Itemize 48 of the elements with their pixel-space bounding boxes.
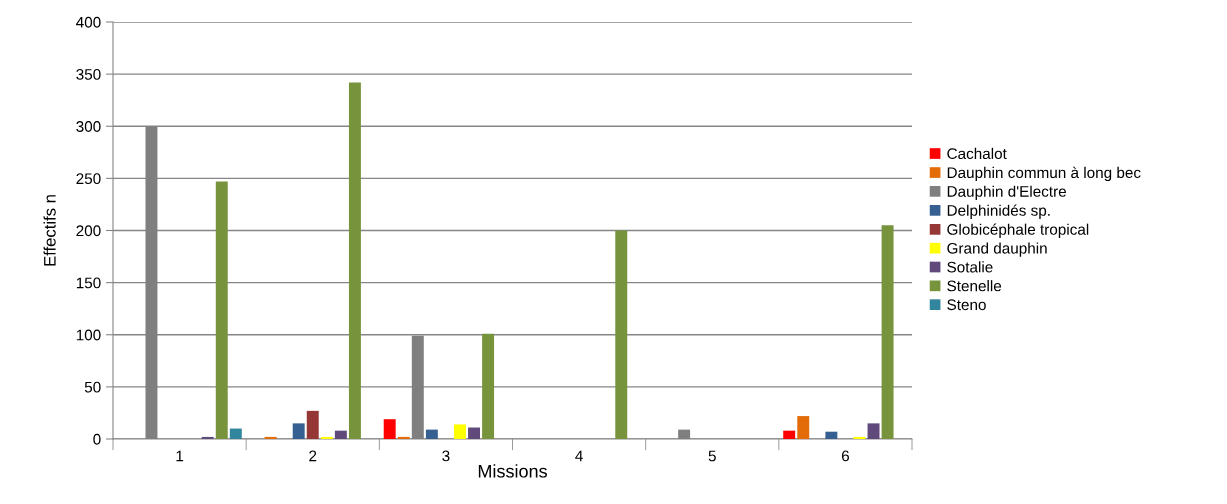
y-tick-label: 250 [76, 173, 101, 185]
legend-label: Steno [947, 299, 986, 311]
bar [201, 436, 214, 439]
bar [215, 181, 228, 439]
y-tick-label: 50 [84, 381, 101, 393]
bar [397, 436, 410, 439]
legend-label: Globicéphale tropical [947, 223, 1089, 238]
bar [881, 225, 894, 439]
legend-label: Dauphin commun à long bec [947, 166, 1141, 182]
legend-label: Cachalot [947, 147, 1007, 160]
bar [383, 419, 396, 439]
y-tick-label: 350 [76, 68, 101, 80]
y-tick-label: 0 [93, 433, 101, 445]
bar [229, 428, 242, 439]
bar [292, 423, 305, 439]
bar [867, 423, 880, 439]
bar [334, 430, 347, 439]
legend-label: Stenelle [947, 280, 1002, 292]
x-axis-title: Missions [478, 464, 547, 478]
x-tick-label: 5 [708, 450, 716, 462]
y-tick-label: 400 [76, 16, 101, 28]
bar [615, 230, 628, 439]
legend-label: Grand dauphin [947, 242, 1047, 257]
bar [454, 424, 466, 439]
y-tick-label: 200 [76, 225, 101, 237]
bar [425, 429, 438, 439]
x-tick-label: 2 [309, 450, 317, 462]
legend-label: Delphinidés sp. [947, 204, 1050, 219]
bar [797, 416, 810, 439]
bar [468, 427, 480, 439]
x-tick-label: 3 [442, 450, 450, 462]
bar [783, 430, 796, 439]
y-axis-title: Effectifs n [43, 195, 56, 266]
bar [306, 410, 319, 439]
x-tick-label: 1 [176, 450, 184, 462]
bar [825, 431, 838, 439]
y-tick-label: 100 [76, 329, 101, 341]
legend-label: Sotalie [947, 261, 993, 273]
legend-label: Dauphin d'Electre [947, 185, 1066, 200]
x-tick-label: 4 [575, 450, 583, 462]
bar [264, 436, 277, 439]
bar [320, 436, 333, 439]
bar [482, 333, 495, 439]
bar [853, 436, 866, 439]
y-tick-label: 300 [76, 121, 101, 132]
x-tick-label: 6 [841, 450, 849, 462]
y-tick-label: 150 [76, 277, 101, 289]
bar [348, 82, 361, 439]
